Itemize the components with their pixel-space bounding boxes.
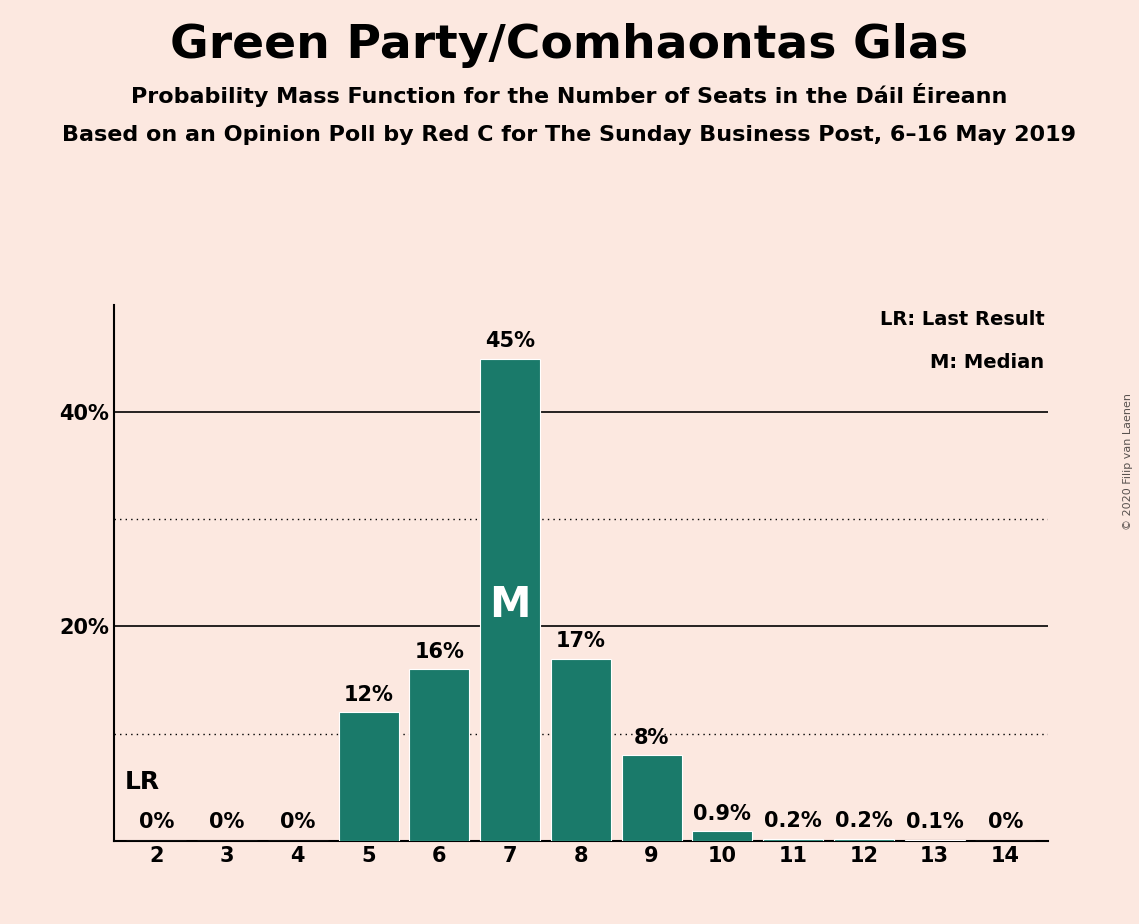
Text: 0%: 0% bbox=[988, 812, 1023, 833]
Bar bbox=[338, 712, 399, 841]
Text: 0.1%: 0.1% bbox=[906, 812, 964, 833]
Text: 12%: 12% bbox=[344, 685, 394, 705]
Bar bbox=[763, 839, 823, 841]
Text: 0.9%: 0.9% bbox=[694, 804, 752, 823]
Text: 8%: 8% bbox=[634, 727, 670, 748]
Bar bbox=[551, 659, 611, 841]
Text: 0%: 0% bbox=[280, 812, 316, 833]
Text: 0.2%: 0.2% bbox=[764, 811, 822, 832]
Text: 0.2%: 0.2% bbox=[835, 811, 893, 832]
Text: 16%: 16% bbox=[415, 642, 465, 662]
Bar bbox=[834, 839, 894, 841]
Bar bbox=[480, 359, 540, 841]
Text: Based on an Opinion Poll by Red C for The Sunday Business Post, 6–16 May 2019: Based on an Opinion Poll by Red C for Th… bbox=[63, 125, 1076, 145]
Bar bbox=[409, 669, 469, 841]
Bar bbox=[622, 755, 682, 841]
Text: Probability Mass Function for the Number of Seats in the Dáil Éireann: Probability Mass Function for the Number… bbox=[131, 83, 1008, 107]
Text: 17%: 17% bbox=[556, 631, 606, 651]
Bar bbox=[693, 832, 753, 841]
Text: LR: Last Result: LR: Last Result bbox=[879, 310, 1044, 329]
Text: 0%: 0% bbox=[139, 812, 174, 833]
Text: 0%: 0% bbox=[210, 812, 245, 833]
Text: M: M bbox=[490, 584, 531, 626]
Text: © 2020 Filip van Laenen: © 2020 Filip van Laenen bbox=[1123, 394, 1133, 530]
Text: Green Party/Comhaontas Glas: Green Party/Comhaontas Glas bbox=[171, 23, 968, 68]
Text: M: Median: M: Median bbox=[931, 353, 1044, 372]
Text: 45%: 45% bbox=[485, 331, 535, 351]
Text: LR: LR bbox=[124, 770, 159, 794]
Bar bbox=[904, 840, 965, 841]
